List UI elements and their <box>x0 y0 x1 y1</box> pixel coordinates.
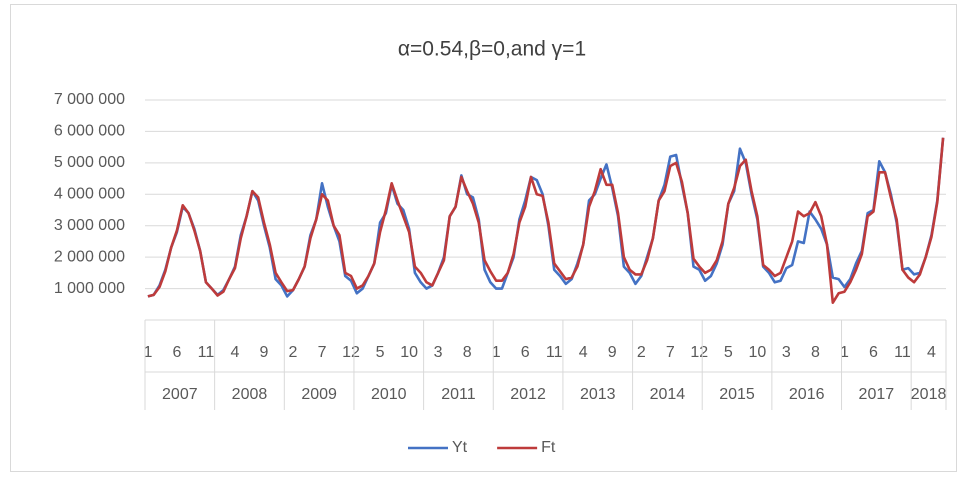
y-tick-label: 5 000 000 <box>54 154 125 171</box>
y-tick-label: 7 000 000 <box>54 91 125 108</box>
x-tick-label: 5 <box>376 344 385 361</box>
x-tick-label: 1 <box>492 344 501 361</box>
x-tick-label: 4 <box>927 344 936 361</box>
x-group-label: 2007 <box>162 386 198 403</box>
x-group-label: 2010 <box>371 386 407 403</box>
x-tick-label: 8 <box>463 344 472 361</box>
chart-border <box>10 4 957 472</box>
y-tick-label: 6 000 000 <box>54 123 125 140</box>
x-group-label: 2011 <box>441 386 476 403</box>
x-tick-label: 4 <box>231 344 240 361</box>
x-tick-label: 6 <box>521 344 530 361</box>
x-group-label: 2012 <box>510 386 546 403</box>
y-tick-label: 4 000 000 <box>54 186 125 203</box>
x-group-label: 2015 <box>719 386 755 403</box>
y-tick-label: 3 000 000 <box>54 217 125 234</box>
x-tick-label: 10 <box>748 344 766 361</box>
x-group-label: 2008 <box>232 386 268 403</box>
x-tick-label: 3 <box>782 344 791 361</box>
x-tick-label: 11 <box>546 344 563 361</box>
x-tick-label: 4 <box>579 344 588 361</box>
x-tick-label: 5 <box>724 344 733 361</box>
y-tick-label: 2 000 000 <box>54 248 125 265</box>
series-line <box>147 137 945 305</box>
chart-title: α=0.54,β=0,and γ=1 <box>398 38 586 61</box>
legend-label: Ft <box>541 439 556 456</box>
x-group-label: 2017 <box>859 386 895 403</box>
x-tick-label: 10 <box>400 344 418 361</box>
x-tick-label: 9 <box>260 344 269 361</box>
x-tick-label: 2 <box>637 344 646 361</box>
x-tick-label: 3 <box>434 344 443 361</box>
x-tick-label: 9 <box>608 344 617 361</box>
x-tick-label: 1 <box>143 344 152 361</box>
x-tick-label: 7 <box>666 344 675 361</box>
x-tick-label: 12 <box>342 344 360 361</box>
x-group-label: 2016 <box>789 386 825 403</box>
x-group-label: 2013 <box>580 386 616 403</box>
legend-label: Yt <box>452 439 468 456</box>
x-tick-label: 7 <box>318 344 327 361</box>
x-tick-label: 1 <box>840 344 849 361</box>
x-tick-label: 11 <box>894 344 911 361</box>
y-tick-label: 1 000 000 <box>54 280 125 297</box>
x-tick-label: 2 <box>289 344 298 361</box>
x-tick-label: 8 <box>811 344 820 361</box>
x-group-label: 2014 <box>650 386 686 403</box>
x-tick-label: 11 <box>198 344 215 361</box>
x-tick-label: 12 <box>690 344 708 361</box>
x-tick-label: 6 <box>172 344 181 361</box>
x-tick-label: 6 <box>869 344 878 361</box>
x-group-label: 2018 <box>911 386 947 403</box>
x-group-label: 2009 <box>301 386 337 403</box>
